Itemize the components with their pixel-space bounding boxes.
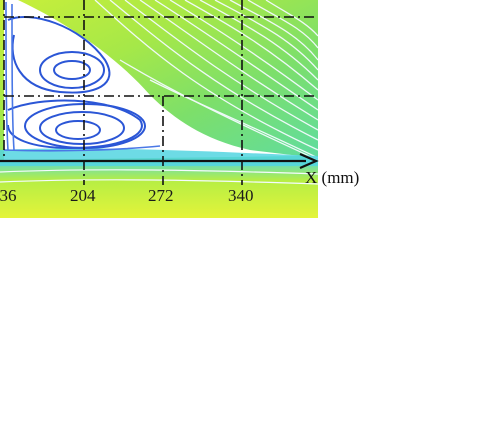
x-tick-label: 340: [228, 186, 254, 205]
x-tick-label: 136: [0, 186, 17, 205]
outer-recirculation-lines: [3, 1, 161, 152]
x-axis-label: X (mm): [305, 168, 359, 187]
x-tick-labels: 136 204 272 340: [0, 186, 254, 205]
upper-vortex: [7, 15, 111, 94]
grid-lines: [3, 0, 318, 185]
x-tick-label: 272: [148, 186, 174, 205]
lower-vortex: [7, 99, 146, 150]
x-tick-label: 204: [70, 186, 96, 205]
arrow-right-icon: [299, 152, 319, 170]
streamlines: [94, 0, 318, 161]
x-axis: [0, 152, 319, 170]
lower-field-band: [0, 160, 318, 218]
